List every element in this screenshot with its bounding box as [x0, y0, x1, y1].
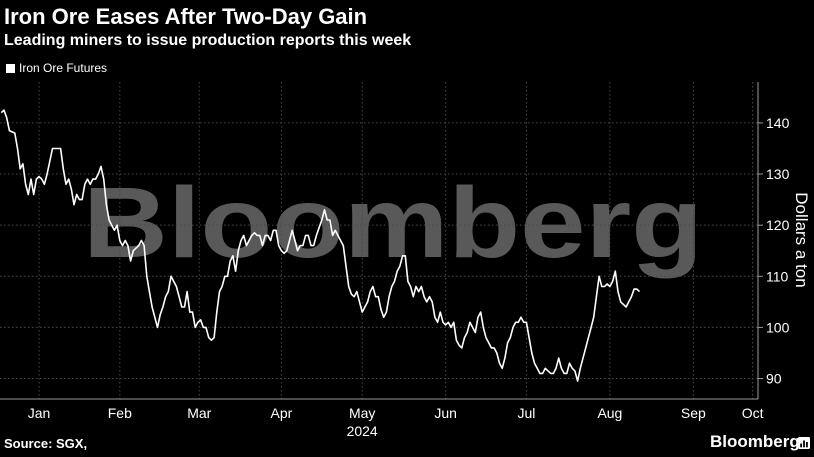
x-tick-label: Aug — [597, 405, 622, 421]
chart-subtitle: Leading miners to issue production repor… — [4, 32, 412, 49]
gridlines — [0, 82, 758, 399]
y-axis-title: Dollars a ton — [792, 192, 811, 288]
x-tick-label: May — [349, 405, 375, 421]
series-line-iron-ore-futures — [0, 109, 641, 382]
x-tick-label: Feb — [108, 405, 132, 421]
source-note: Source: SGX, — [4, 436, 88, 451]
legend-swatch — [6, 63, 15, 73]
x-tick-label: Jul — [517, 405, 535, 421]
legend: Iron Ore Futures — [6, 61, 107, 75]
bar-chart-icon — [798, 437, 810, 449]
y-tick-label: 110 — [766, 268, 789, 284]
x-axis-year-label: 2024 — [347, 423, 378, 439]
y-tick-label: 130 — [766, 166, 790, 182]
y-tick-label: 100 — [766, 319, 790, 335]
series-group — [0, 109, 641, 382]
x-tick-label: Mar — [187, 405, 211, 421]
y-axis: 90 100 110 120 130 140 — [757, 82, 790, 399]
x-tick-label: Sep — [681, 405, 706, 421]
y-tick-label: 120 — [766, 217, 790, 233]
legend-label: Iron Ore Futures — [19, 61, 108, 75]
x-tick-label: Jan — [28, 405, 51, 421]
x-tick-label: Jun — [434, 405, 457, 421]
brand-logo: Bloomberg — [710, 432, 800, 451]
x-axis: Jan Feb Mar Apr May Jun Jul Aug Sep Oct 2024 — [0, 398, 764, 439]
watermark: Bloomberg — [83, 167, 703, 279]
y-tick-label: 90 — [766, 371, 782, 387]
x-tick-label: Oct — [742, 405, 764, 421]
chart-title: Iron Ore Eases After Two-Day Gain — [4, 4, 368, 29]
y-tick-label: 140 — [766, 115, 790, 131]
x-tick-label: Apr — [270, 405, 292, 421]
